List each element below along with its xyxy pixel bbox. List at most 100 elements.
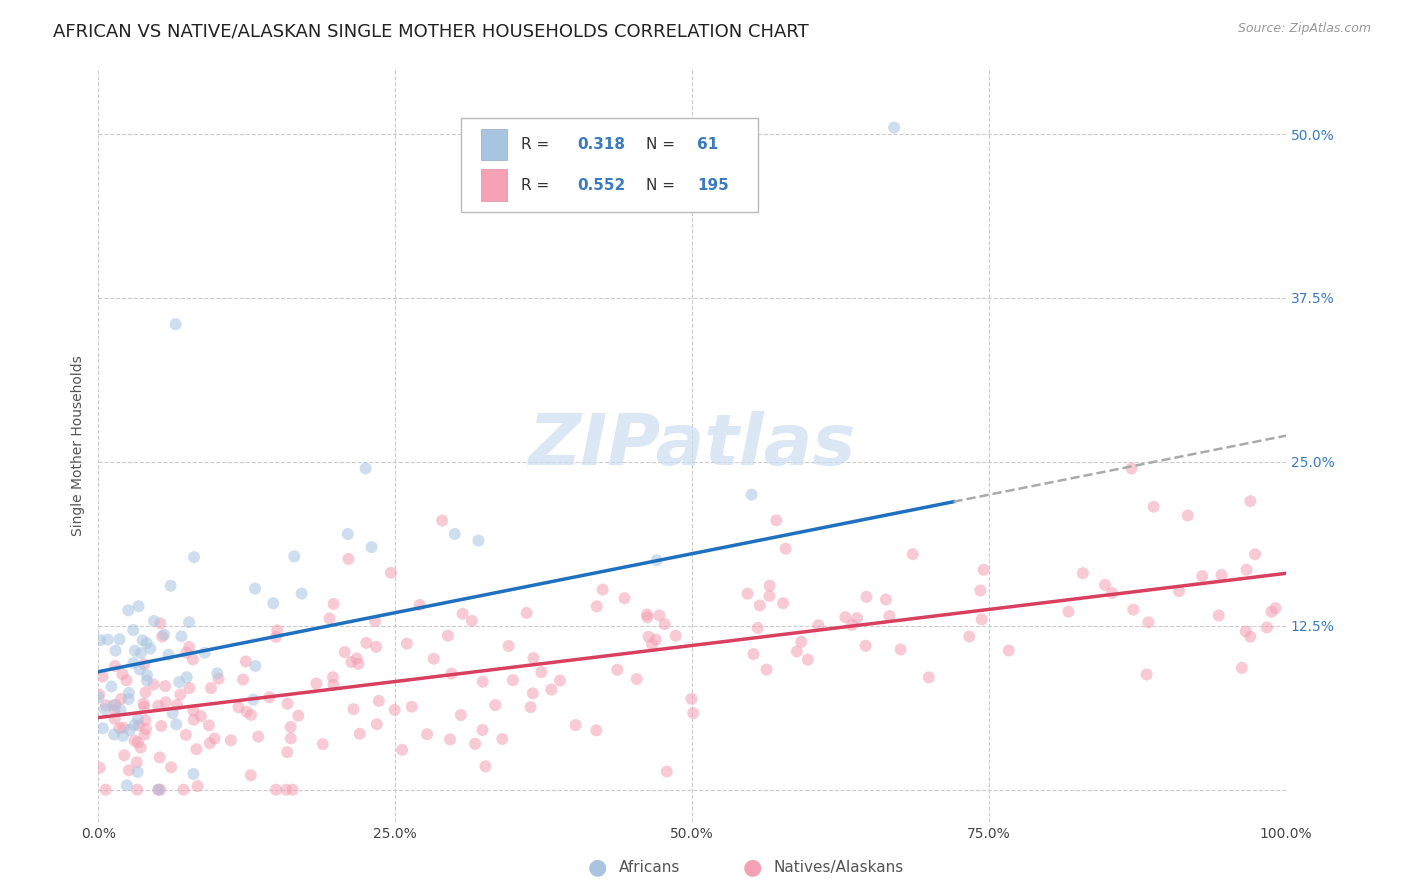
Point	[149, 616, 172, 631]
Point	[228, 700, 250, 714]
Point	[259, 690, 281, 705]
Point	[262, 596, 284, 610]
Point	[104, 698, 127, 712]
Text: ZIPatlas: ZIPatlas	[529, 411, 856, 480]
Point	[1071, 566, 1094, 581]
Point	[148, 698, 170, 713]
Point	[115, 778, 138, 792]
Point	[347, 657, 370, 671]
Point	[186, 742, 208, 756]
Point	[118, 723, 141, 737]
Point	[160, 760, 183, 774]
Point	[758, 579, 780, 593]
Point	[194, 646, 217, 660]
Point	[124, 718, 146, 732]
Text: ●: ●	[588, 857, 607, 877]
Point	[174, 728, 197, 742]
Point	[183, 713, 205, 727]
Point	[322, 670, 344, 684]
Point	[1177, 508, 1199, 523]
Point	[94, 702, 117, 716]
Point	[548, 673, 571, 688]
Point	[155, 695, 177, 709]
Point	[110, 692, 132, 706]
Point	[266, 624, 288, 638]
Point	[127, 764, 149, 779]
Point	[243, 582, 266, 596]
Point	[855, 639, 877, 653]
Point	[134, 713, 156, 727]
Point	[132, 697, 155, 711]
Point	[115, 673, 138, 688]
Point	[502, 673, 524, 688]
Point	[134, 699, 156, 714]
Point	[149, 750, 172, 764]
Point	[681, 692, 703, 706]
Point	[1137, 615, 1160, 630]
Point	[87, 690, 110, 705]
Text: 0.318: 0.318	[576, 137, 626, 152]
Point	[626, 672, 648, 686]
Point	[1121, 461, 1143, 475]
Point	[360, 540, 382, 554]
Point	[276, 745, 298, 759]
Point	[153, 627, 176, 641]
Point	[364, 614, 387, 628]
Point	[384, 703, 406, 717]
Point	[875, 592, 897, 607]
Point	[665, 629, 688, 643]
Point	[104, 712, 127, 726]
Point	[87, 688, 110, 702]
Point	[970, 612, 993, 626]
Point	[997, 643, 1019, 657]
Point	[245, 659, 267, 673]
Point	[645, 553, 668, 567]
Point	[606, 663, 628, 677]
Point	[380, 566, 402, 580]
Point	[179, 640, 201, 654]
Point	[134, 657, 156, 672]
Point	[100, 680, 122, 694]
Point	[336, 527, 359, 541]
Point	[901, 547, 924, 561]
Point	[841, 618, 863, 632]
Point	[1260, 605, 1282, 619]
Point	[337, 552, 360, 566]
Point	[790, 635, 813, 649]
Point	[170, 629, 193, 643]
Point	[94, 782, 117, 797]
Y-axis label: Single Mother Households: Single Mother Households	[72, 355, 86, 536]
Point	[765, 513, 787, 527]
Point	[471, 674, 494, 689]
Point	[183, 703, 205, 717]
Point	[1230, 661, 1253, 675]
Point	[122, 656, 145, 670]
Point	[758, 589, 780, 603]
Point	[522, 686, 544, 700]
Point	[737, 587, 759, 601]
Point	[973, 563, 995, 577]
Text: ●: ●	[742, 857, 762, 877]
Point	[281, 782, 304, 797]
Text: N =: N =	[645, 137, 679, 152]
Point	[1264, 601, 1286, 615]
Point	[129, 646, 152, 660]
Bar	[481, 169, 508, 201]
Point	[118, 686, 141, 700]
Point	[366, 640, 388, 654]
Point	[918, 670, 941, 684]
Point	[741, 488, 763, 502]
Point	[437, 629, 460, 643]
Point	[354, 461, 377, 475]
Point	[134, 685, 156, 699]
Text: Africans: Africans	[619, 860, 681, 874]
FancyBboxPatch shape	[461, 118, 758, 211]
Point	[108, 721, 131, 735]
Point	[112, 721, 135, 735]
Point	[613, 591, 636, 606]
Point	[474, 759, 496, 773]
Point	[176, 646, 198, 660]
Point	[173, 782, 195, 797]
Point	[564, 718, 586, 732]
Point	[346, 651, 368, 665]
